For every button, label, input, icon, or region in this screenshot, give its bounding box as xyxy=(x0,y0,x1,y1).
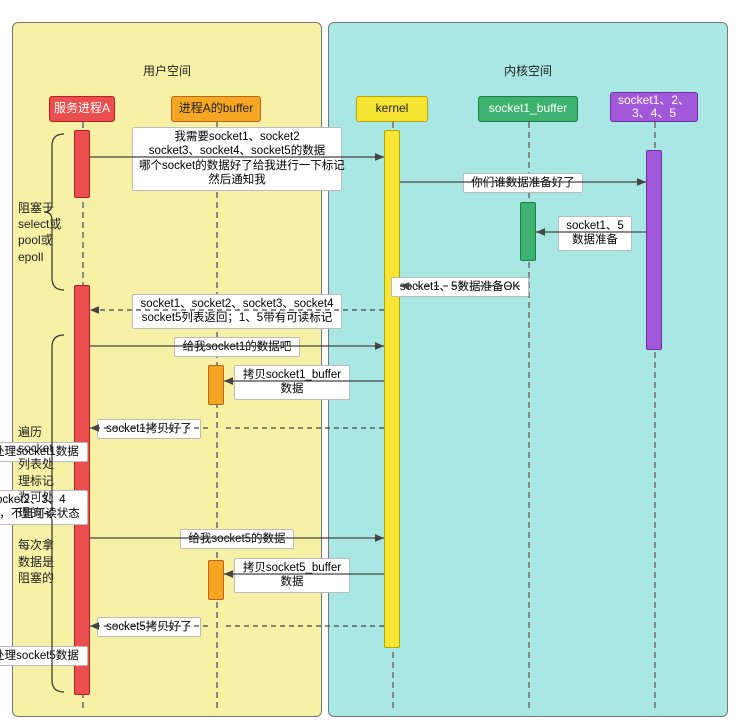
lane-header-s1buf: socket1_buffer xyxy=(478,96,578,122)
side-note: 遍历socket列表处理标记为可处理的每次拿数据是阻塞的 xyxy=(18,424,68,586)
side-note: 阻塞于select或pool或epoll xyxy=(18,200,68,265)
lane-header-procA: 服务进程A xyxy=(49,96,115,122)
lane-header-sockets: socket1、2、3、4、5 xyxy=(610,92,698,122)
message-label-m13: socket5拷贝好了 xyxy=(97,617,201,637)
activation-bufferA xyxy=(208,560,224,600)
message-label-m1: 我需要socket1、socket2socket3、socket4、socket… xyxy=(132,127,342,191)
lane-header-bufferA: 进程A的buffer xyxy=(171,96,261,122)
activation-sockets xyxy=(646,150,662,350)
message-label-m5: socket1、socket2、socket3、socket4socket5列表… xyxy=(132,294,342,329)
user-space-title: 用户空间 xyxy=(12,62,322,79)
lane-header-kernelL: kernel xyxy=(356,96,428,122)
message-label-m3: socket1、5数据准备 xyxy=(558,216,632,251)
message-label-m14: 处理socket5数据 xyxy=(0,646,88,666)
lifeline-bufferA xyxy=(216,122,218,708)
activation-s1buf xyxy=(520,202,536,261)
kernel-space-title: 内核空间 xyxy=(328,62,728,79)
message-label-m8: socket1拷贝好了 xyxy=(97,419,201,439)
message-label-m12: 拷贝socket5_buffer数据 xyxy=(234,558,350,593)
activation-bufferA xyxy=(208,365,224,405)
message-label-m2: 你们谁数据准备好了 xyxy=(463,173,583,193)
activation-procA xyxy=(74,130,90,198)
message-label-m6: 给我socket1的数据吧 xyxy=(174,337,300,357)
message-label-m11: 给我socket5的数据 xyxy=(180,529,294,549)
activation-kernelL xyxy=(384,130,400,648)
message-label-m4: socket1、5数据准备OK xyxy=(391,277,529,297)
message-label-m7: 拷贝socket1_buffer数据 xyxy=(234,365,350,400)
